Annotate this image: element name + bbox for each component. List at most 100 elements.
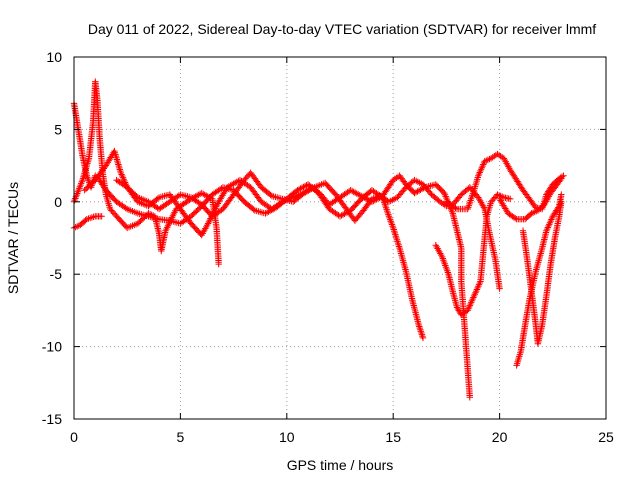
x-tick-label: 5 <box>177 429 185 445</box>
data-point <box>145 210 152 217</box>
series-arc-4 <box>81 147 474 401</box>
data-point <box>218 193 225 201</box>
data-point <box>548 216 555 223</box>
data-point <box>531 208 538 216</box>
data-point <box>479 162 486 170</box>
grid <box>74 57 606 419</box>
data-point <box>465 303 473 311</box>
data-point <box>484 156 492 164</box>
data-point <box>427 189 434 197</box>
data-point <box>119 174 127 181</box>
data-point <box>419 334 427 342</box>
data-point <box>220 190 227 197</box>
x-tick-label: 15 <box>385 429 401 445</box>
y-tick-label: 10 <box>46 49 62 65</box>
data-point <box>309 184 317 192</box>
data-point <box>470 292 478 300</box>
data-point <box>154 195 161 202</box>
data-point <box>98 213 105 220</box>
series-arc-8 <box>496 175 565 223</box>
data-point <box>496 195 503 203</box>
data-point <box>558 198 565 205</box>
data-point <box>105 157 112 164</box>
data-point <box>478 164 486 171</box>
data-point <box>477 166 485 173</box>
data-point <box>474 284 481 292</box>
data-point <box>103 160 111 168</box>
data-point <box>502 205 509 212</box>
ticks: 0 5 10 15 20 25 -15 -10 -5 0 5 10 <box>42 49 614 445</box>
data-point <box>456 192 464 200</box>
data-point <box>497 197 504 204</box>
data-point <box>475 283 482 290</box>
data-point <box>217 195 224 202</box>
data-point <box>117 169 125 177</box>
data-point <box>419 333 426 340</box>
y-axis-label: SDTVAR / TECUs <box>5 182 21 294</box>
series-arc-10 <box>519 198 565 347</box>
data-point <box>468 297 476 304</box>
data-point <box>498 198 505 206</box>
x-tick-label: 0 <box>70 429 78 445</box>
data-point <box>417 328 425 335</box>
series-arc-2 <box>70 213 105 232</box>
y-tick-label: -15 <box>42 411 62 427</box>
data-point <box>417 326 424 333</box>
data-point <box>477 167 484 175</box>
data-point <box>452 204 459 212</box>
data-point <box>148 211 155 219</box>
x-tick-label: 25 <box>598 429 614 445</box>
data-point <box>548 214 556 222</box>
data-point <box>475 172 482 179</box>
chart-title: Day 011 of 2022, Sidereal Day-to-day VTE… <box>88 21 596 37</box>
data-point <box>495 192 503 199</box>
data-point <box>468 299 475 306</box>
data-point <box>507 195 514 203</box>
y-tick-label: -5 <box>50 266 63 282</box>
data-point <box>546 221 553 228</box>
data-point <box>558 191 565 198</box>
data-point <box>544 224 552 231</box>
data-point <box>215 260 222 268</box>
data-point <box>481 158 488 165</box>
data-point <box>122 204 129 212</box>
data-point <box>316 190 323 197</box>
data-point <box>466 302 474 309</box>
data-point <box>120 176 127 183</box>
data-point <box>466 394 474 401</box>
x-tick-label: 10 <box>279 429 295 445</box>
data-point <box>104 159 112 166</box>
data-point <box>512 215 519 222</box>
data-point <box>107 154 114 161</box>
data-point <box>415 321 422 329</box>
data-point <box>222 187 229 194</box>
data-point <box>476 279 483 287</box>
y-tick-label: -10 <box>42 339 62 355</box>
data-point <box>219 192 226 199</box>
data-point <box>250 206 257 213</box>
data-point <box>118 171 125 178</box>
series-arc-6 <box>432 191 514 318</box>
data-point <box>221 188 228 196</box>
data-point <box>503 206 510 214</box>
data-point <box>557 176 564 184</box>
data-point <box>473 286 481 293</box>
data-point <box>547 217 554 225</box>
data-point <box>472 289 479 296</box>
x-tick-label: 20 <box>492 429 508 445</box>
data-point <box>476 169 483 176</box>
data-point <box>500 202 507 209</box>
data-point <box>494 191 501 198</box>
data-point <box>499 200 506 207</box>
series-arc-7 <box>443 150 567 213</box>
data-point <box>483 157 490 164</box>
data-point <box>471 291 478 298</box>
data-point <box>277 199 285 207</box>
x-axis-label: GPS time / hours <box>287 457 394 473</box>
data-point <box>267 191 274 199</box>
data-point <box>119 172 126 180</box>
data-point <box>416 323 423 330</box>
data-point <box>146 210 154 218</box>
